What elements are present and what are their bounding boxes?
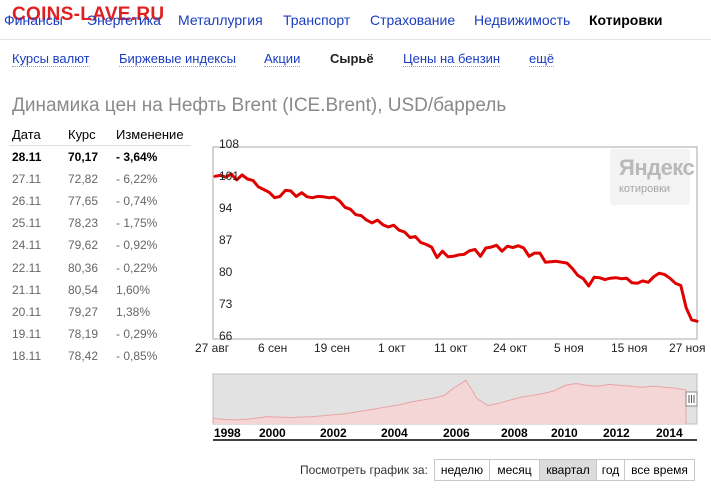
overview-year-label[interactable]: 2010: [551, 426, 578, 440]
x-tick-label: 5 ноя: [554, 341, 584, 355]
x-tick-label: 15 ноя: [611, 341, 648, 355]
table-cell-rate: 78,23: [68, 216, 99, 231]
y-tick-label: 87: [219, 233, 233, 247]
logo-subtitle-text: котировки: [619, 183, 671, 195]
subnav-item-more[interactable]: ещё: [529, 51, 555, 67]
period-month-button[interactable]: месяц: [489, 459, 540, 481]
table-row: 25.11 78,23 - 1,75%: [9, 213, 191, 235]
table-cell-change: 1,60%: [116, 282, 151, 297]
top-navigation: Финансы Энергетика Металлургия Транспорт…: [0, 0, 711, 38]
table-cell-date: 18.11: [12, 348, 42, 363]
table-row: 28.11 70,17 - 3,64%: [9, 147, 191, 169]
table-cell-change: - 0,29%: [116, 326, 158, 341]
topnav-item-insurance[interactable]: Страхование: [370, 12, 456, 28]
period-quarter-button[interactable]: квартал: [539, 459, 597, 481]
y-tick-label: 66: [219, 329, 233, 343]
table-row: 20.11 79,27 1,38%: [9, 302, 191, 324]
table-cell-rate: 80,54: [68, 282, 99, 297]
x-tick-label: 27 авг: [195, 341, 230, 355]
subnav-item-currency[interactable]: Курсы валют: [12, 51, 90, 67]
table-cell-date: 21.11: [12, 282, 42, 297]
overview-year-label[interactable]: 2004: [381, 426, 408, 440]
period-week-button[interactable]: неделю: [434, 459, 490, 481]
x-tick-label: 6 сен: [258, 341, 288, 355]
table-cell-change: - 1,75%: [116, 216, 158, 231]
topnav-item-energy[interactable]: Энергетика: [87, 12, 161, 28]
table-cell-change: - 0,92%: [116, 238, 158, 253]
table-row: 22.11 80,36 - 0,22%: [9, 258, 191, 280]
table-cell-date: 27.11: [12, 172, 42, 187]
topnav-item-transport[interactable]: Транспорт: [283, 12, 351, 28]
price-line-series: [213, 172, 699, 323]
table-cell-date: 26.11: [12, 194, 42, 209]
overview-year-label[interactable]: 2000: [259, 426, 286, 440]
table-cell-date: 20.11: [12, 304, 42, 319]
y-tick-label: 80: [219, 265, 233, 279]
table-cell-rate: 79,62: [68, 238, 99, 253]
topnav-item-metallurgy[interactable]: Металлургия: [178, 12, 263, 28]
period-year-button[interactable]: год: [596, 459, 625, 481]
yandex-quotes-logo: Яндекс котировки: [610, 149, 695, 205]
table-row: 19.11 78,19 - 0,29%: [9, 324, 191, 346]
page-title: Динамика цен на Нефть Brent (ICE.Brent),…: [12, 95, 507, 116]
table-row: 18.11 78,42 - 0,85%: [9, 346, 191, 368]
overview-year-label[interactable]: 1998: [214, 426, 241, 440]
table-row: 21.11 80,54 1,60%: [9, 280, 191, 302]
x-tick-label: 19 сен: [314, 341, 350, 355]
y-tick-label: 73: [219, 297, 233, 311]
table-cell-rate: 78,19: [68, 326, 99, 341]
table-row: 24.11 79,62 - 0,92%: [9, 235, 191, 257]
table-cell-change: - 0,22%: [116, 260, 158, 275]
overview-year-label[interactable]: 2002: [320, 426, 347, 440]
table-header-divider: [9, 145, 191, 146]
table-cell-change: - 6,22%: [116, 172, 158, 187]
table-header-rate: Курс: [68, 127, 96, 142]
nav-divider: [0, 39, 711, 40]
table-cell-date: 28.11: [12, 150, 42, 164]
table-cell-change: - 3,64%: [116, 150, 158, 164]
y-tick-label: 94: [219, 201, 233, 215]
x-tick-label: 11 окт: [434, 341, 468, 355]
subnav-item-commodities[interactable]: Сырьё: [330, 51, 374, 66]
table-cell-change: - 0,74%: [116, 194, 158, 209]
table-cell-rate: 77,65: [68, 194, 99, 209]
y-tick-label: 101: [219, 169, 240, 183]
overview-series: [212, 379, 687, 424]
table-cell-rate: 78,42: [68, 348, 99, 363]
topnav-item-realestate[interactable]: Недвижимость: [474, 12, 571, 28]
table-cell-change: 1,38%: [116, 304, 151, 319]
table-cell-date: 22.11: [12, 260, 42, 275]
overview-year-label[interactable]: 2014: [656, 426, 683, 440]
table-cell-date: 24.11: [12, 238, 42, 253]
logo-brand-text: Яндекс: [619, 155, 695, 180]
x-tick-label: 27 ноя: [669, 341, 706, 355]
table-header-change: Изменение: [116, 127, 184, 142]
table-header-date: Дата: [12, 127, 41, 142]
topnav-item-quotes[interactable]: Котировки: [589, 12, 663, 28]
table-cell-rate: 72,82: [68, 172, 99, 187]
overview-year-label[interactable]: 2008: [501, 426, 528, 440]
table-row: 27.11 72,82 - 6,22%: [9, 169, 191, 191]
overview-year-label[interactable]: 2006: [443, 426, 470, 440]
table-cell-rate: 80,36: [68, 260, 99, 275]
x-tick-label: 24 окт: [493, 341, 528, 355]
subnav-item-fuel-prices[interactable]: Цены на бензин: [403, 51, 501, 67]
y-tick-label: 108: [219, 137, 240, 151]
table-row: 26.11 77,65 - 0,74%: [9, 191, 191, 213]
table-cell-change: - 0,85%: [116, 348, 158, 363]
watermark-logo: COINS-LAVE.RU: [12, 4, 165, 25]
table-cell-rate: 70,17: [68, 150, 99, 164]
table-cell-rate: 79,27: [68, 304, 99, 319]
overview-year-label[interactable]: 2012: [603, 426, 630, 440]
period-all-time-button[interactable]: все время: [624, 459, 695, 481]
table-cell-date: 25.11: [12, 216, 42, 231]
subnav-item-stocks[interactable]: Акции: [264, 51, 301, 67]
topnav-item-finance[interactable]: Финансы: [4, 12, 63, 28]
x-tick-label: 1 окт: [378, 341, 406, 355]
table-cell-date: 19.11: [12, 326, 42, 341]
period-selector-label: Посмотреть график за:: [300, 463, 428, 477]
subnav-item-indices[interactable]: Биржевые индексы: [119, 51, 236, 67]
